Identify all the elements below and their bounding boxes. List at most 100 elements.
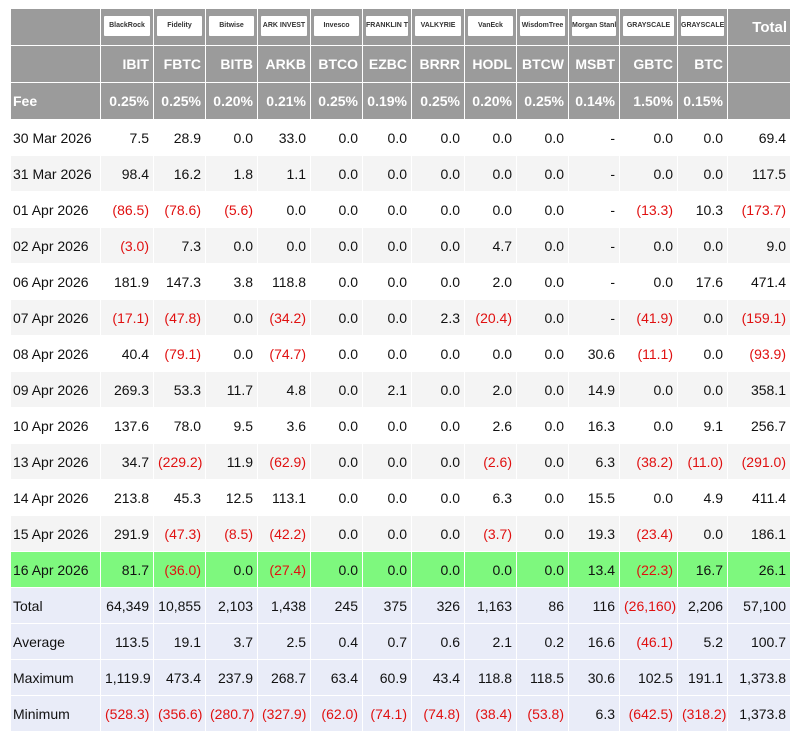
flow-value: 0.0	[362, 407, 412, 444]
flow-value: 12.5	[205, 479, 258, 516]
flow-value: (38.2)	[619, 443, 678, 480]
flow-value: 40.4	[100, 335, 154, 372]
flow-value: 53.3	[153, 371, 206, 408]
flow-value: (642.5)	[619, 695, 678, 732]
flow-value: 19.3	[568, 515, 620, 552]
flow-value: -	[568, 155, 620, 192]
flow-value: 268.7	[257, 659, 311, 696]
flow-value: 1,373.8	[727, 659, 791, 696]
flow-value: 0.0	[677, 299, 728, 336]
issuer-logo: ARK INVEST	[261, 15, 307, 36]
flow-value: 0.0	[411, 263, 465, 300]
flow-value: 0.0	[362, 227, 412, 264]
flow-value: 0.0	[619, 407, 678, 444]
flow-value: 0.0	[205, 119, 258, 156]
flow-value: 0.0	[362, 515, 412, 552]
ticker: HODL	[464, 45, 517, 83]
flow-value: 0.0	[362, 191, 412, 228]
data-row: 15 Apr 2026 291.9 (47.3) (8.5) (42.2) 0.0 0.0 0…	[10, 515, 791, 552]
flow-value: (26,160)	[619, 587, 678, 624]
flow-value: 0.0	[677, 119, 728, 156]
flow-value: 116	[568, 587, 620, 624]
fee-value: 0.20%	[205, 82, 258, 120]
flow-value: (318.2)	[677, 695, 728, 732]
ticker: BTC	[677, 45, 728, 83]
flow-value: 0.0	[411, 227, 465, 264]
data-row: 02 Apr 2026 (3.0) 7.3 0.0 0.0 0.0 0.0 0.0 4.7 0.0…	[10, 227, 791, 264]
flow-value: (42.2)	[257, 515, 311, 552]
flow-value: 411.4	[727, 479, 791, 516]
flow-value: 118.8	[257, 263, 311, 300]
flow-value: 11.7	[205, 371, 258, 408]
flow-value: (17.1)	[100, 299, 154, 336]
logo-cell: BlackRock	[100, 8, 154, 46]
flow-value: 3.7	[205, 623, 258, 660]
flow-value: 0.0	[362, 299, 412, 336]
flow-value: 0.0	[411, 443, 465, 480]
flow-value: 9.1	[677, 407, 728, 444]
date: 30 Mar 2026	[10, 119, 101, 156]
flow-value: 0.0	[310, 191, 363, 228]
summary-label: Minimum	[10, 695, 101, 732]
flow-value: 0.0	[310, 335, 363, 372]
flow-value: 9.5	[205, 407, 258, 444]
flow-value: 0.0	[310, 443, 363, 480]
flow-value: -	[568, 191, 620, 228]
flow-value: 102.5	[619, 659, 678, 696]
flow-value: 0.0	[464, 119, 517, 156]
date: 01 Apr 2026	[10, 191, 101, 228]
fee-value: 0.19%	[362, 82, 412, 120]
flow-value: 0.0	[411, 479, 465, 516]
flow-value: 137.6	[100, 407, 154, 444]
flow-value: (13.3)	[619, 191, 678, 228]
flow-value: (356.6)	[153, 695, 206, 732]
flow-value: -	[568, 119, 620, 156]
flow-value: 0.0	[362, 155, 412, 192]
flow-value: 2.1	[464, 623, 517, 660]
flow-value: 2.6	[464, 407, 517, 444]
flow-value: 0.0	[516, 551, 569, 588]
flow-value: 1.8	[205, 155, 258, 192]
flow-value: 0.0	[677, 227, 728, 264]
flow-value: 117.5	[727, 155, 791, 192]
flow-value: (86.5)	[100, 191, 154, 228]
flow-value: 0.0	[516, 443, 569, 480]
flow-value: (62.0)	[310, 695, 363, 732]
logo-cell: VALKYRIE	[411, 8, 465, 46]
flow-value: (11.0)	[677, 443, 728, 480]
flow-value: 118.8	[464, 659, 517, 696]
flow-value: 0.2	[516, 623, 569, 660]
flow-value: 30.6	[568, 335, 620, 372]
summary-row: Average 113.5 19.1 3.7 2.5 0.4 0.7 0.6 2.1 0.2 16.…	[10, 623, 791, 660]
flow-value: 33.0	[257, 119, 311, 156]
date: 14 Apr 2026	[10, 479, 101, 516]
flow-value: 471.4	[727, 263, 791, 300]
flow-value: 15.5	[568, 479, 620, 516]
flow-value: 10.3	[677, 191, 728, 228]
flow-value: 1,163	[464, 587, 517, 624]
flow-value: (528.3)	[100, 695, 154, 732]
flow-value: 16.3	[568, 407, 620, 444]
flow-value: 0.0	[205, 551, 258, 588]
fee-value: 0.25%	[516, 82, 569, 120]
flow-value: 0.0	[362, 551, 412, 588]
flow-value: 191.1	[677, 659, 728, 696]
issuer-logo: Invesco	[314, 15, 359, 36]
issuer-logo: VanEck	[468, 15, 513, 36]
flow-value: 0.0	[362, 443, 412, 480]
data-row: 09 Apr 2026 269.3 53.3 11.7 4.8 0.0 2.1 0.0 2.0 0…	[10, 371, 791, 408]
flow-value: 186.1	[727, 515, 791, 552]
flow-value: 2,206	[677, 587, 728, 624]
flow-value: 326	[411, 587, 465, 624]
flow-value: 0.0	[619, 155, 678, 192]
flow-value: (173.7)	[727, 191, 791, 228]
summary-row: Maximum 1,119.9 473.4 237.9 268.7 63.4 60.9 43.…	[10, 659, 791, 696]
flow-value: 16.2	[153, 155, 206, 192]
date: 07 Apr 2026	[10, 299, 101, 336]
data-row: 08 Apr 2026 40.4 (79.1) 0.0 (74.7) 0.0 0.0 0.0 0…	[10, 335, 791, 372]
flow-value: (8.5)	[205, 515, 258, 552]
flow-value: 4.9	[677, 479, 728, 516]
flow-value: 98.4	[100, 155, 154, 192]
issuer-logo: Morgan Stanley	[572, 15, 616, 36]
